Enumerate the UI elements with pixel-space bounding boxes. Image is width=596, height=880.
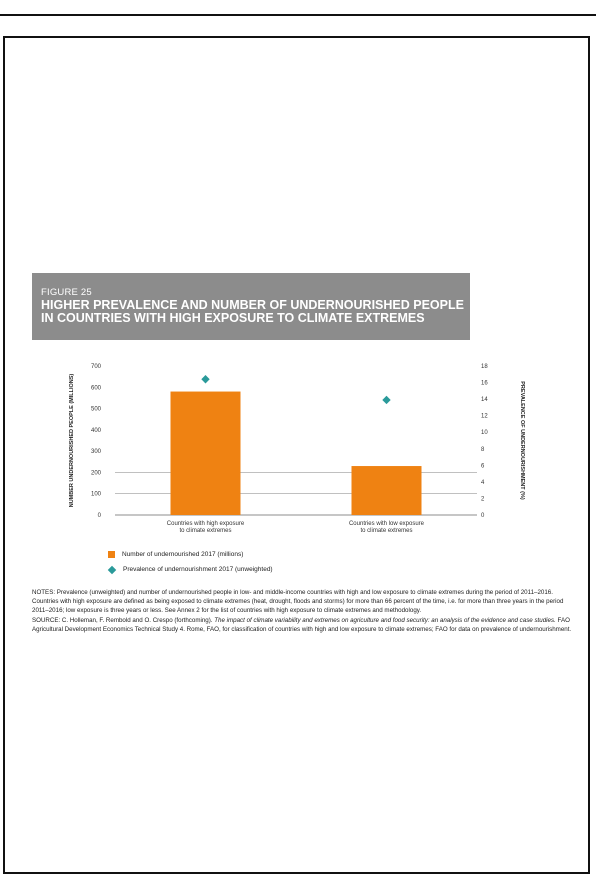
x-category-label: Countries with low exposure to climate ex… bbox=[349, 521, 425, 534]
y2-tick-label: 2 bbox=[481, 496, 485, 502]
y2-tick-label: 4 bbox=[481, 480, 485, 486]
y-tick-label: 600 bbox=[91, 385, 102, 391]
source-text: SOURCE: C. Holleman, F. Rembold and O. C… bbox=[32, 616, 213, 624]
legend-bar-label: Number of undernourished 2017 (millions) bbox=[122, 551, 244, 558]
legend-item-bar: Number of undernourished 2017 (millions) bbox=[108, 549, 273, 560]
legend-diamond-swatch bbox=[107, 565, 117, 574]
top-rule bbox=[0, 14, 596, 16]
figure-banner: FIGURE 25 HIGHER PREVALENCE AND NUMBER O… bbox=[32, 273, 470, 340]
notes-text: NOTES: Prevalence (unweighted) and numbe… bbox=[32, 589, 564, 615]
legend-marker-label: Prevalence of undernourishment 2017 (unw… bbox=[123, 566, 273, 573]
y2-tick-label: 6 bbox=[481, 463, 485, 469]
y2-tick-label: 12 bbox=[481, 414, 488, 420]
x-category-label: Countries with high exposure to climate e… bbox=[167, 521, 245, 534]
y2-tick-label: 16 bbox=[481, 381, 488, 387]
y2-tick-label: 14 bbox=[481, 397, 488, 403]
bar bbox=[351, 466, 422, 515]
chart: 0 100 200 300 400 500 600 700 0 2 4 6 8 10 12 14 16 18 C… bbox=[69, 364, 525, 534]
y-axis-title: NUMBER UNDERNOURISHED PEOPLE (MILLIONS) bbox=[69, 374, 75, 508]
y-tick-label: 200 bbox=[91, 470, 102, 476]
y2-axis-title: PREVALENCE OF UNDERNOURISHMENT (%) bbox=[519, 381, 525, 500]
y-tick-label: 400 bbox=[91, 428, 102, 434]
y2-tick-label: 0 bbox=[481, 513, 485, 519]
legend-item-marker: Prevalence of undernourishment 2017 (unw… bbox=[107, 564, 273, 575]
prevalence-marker bbox=[201, 375, 210, 384]
bar bbox=[170, 391, 241, 515]
prevalence-marker bbox=[382, 395, 391, 405]
y2-tick-label: 10 bbox=[481, 430, 488, 436]
y-tick-label: 300 bbox=[91, 449, 102, 455]
figure-notes: NOTES: Prevalence (unweighted) and numbe… bbox=[32, 588, 572, 634]
figure-title: HIGHER PREVALENCE AND NUMBER OF UNDERNOU… bbox=[41, 298, 464, 325]
y2-tick-label: 18 bbox=[481, 364, 488, 370]
legend-bar-swatch bbox=[108, 551, 115, 558]
y-tick-label: 100 bbox=[91, 492, 102, 498]
y-tick-label: 500 bbox=[91, 407, 102, 413]
y2-tick-label: 8 bbox=[481, 447, 485, 453]
figure-label: FIGURE 25 bbox=[41, 287, 92, 298]
y-tick-label: 700 bbox=[91, 364, 102, 370]
page-frame bbox=[3, 36, 590, 874]
source-rest: FAO Agricultural Development Economics T… bbox=[32, 616, 572, 633]
source-title: The impact of climate variability and ex… bbox=[214, 616, 556, 624]
legend: Number of undernourished 2017 (millions)… bbox=[107, 549, 273, 579]
y-tick-label: 0 bbox=[98, 513, 102, 519]
